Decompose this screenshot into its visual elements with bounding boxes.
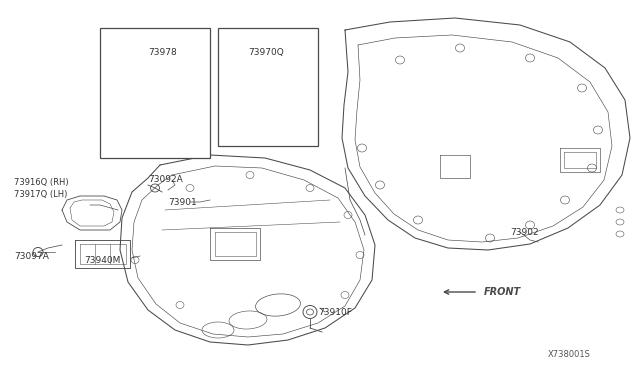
- Text: 73970Q: 73970Q: [248, 48, 284, 57]
- Text: FRONT: FRONT: [484, 287, 521, 297]
- Text: 73917Q (LH): 73917Q (LH): [14, 190, 67, 199]
- Text: 73092A: 73092A: [148, 175, 183, 184]
- Text: X738001S: X738001S: [548, 350, 591, 359]
- Bar: [100, 28, 210, 158]
- Text: 73902: 73902: [510, 228, 539, 237]
- Text: 73910F: 73910F: [318, 308, 352, 317]
- Text: 73940M: 73940M: [84, 256, 120, 265]
- Text: 73901: 73901: [168, 198, 196, 207]
- Text: 73097A: 73097A: [14, 252, 49, 261]
- Text: 73978: 73978: [148, 48, 177, 57]
- Text: 73916Q (RH): 73916Q (RH): [14, 178, 68, 187]
- Bar: [218, 28, 318, 146]
